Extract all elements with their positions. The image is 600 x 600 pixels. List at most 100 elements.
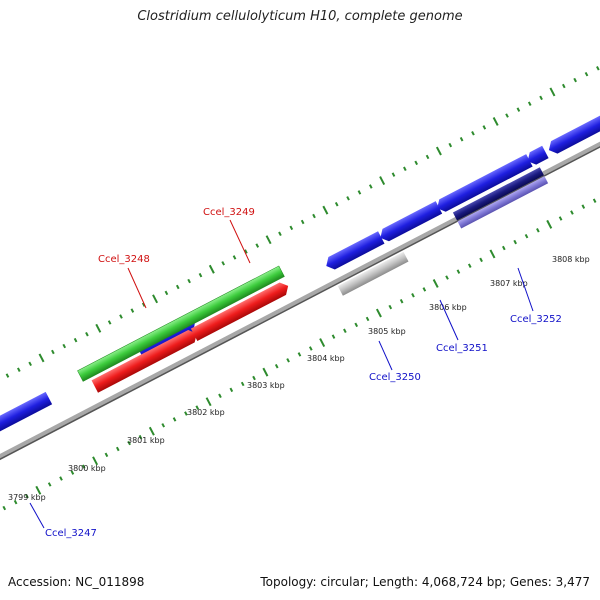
outer-tick-mark	[312, 213, 316, 219]
outer-tick-mark	[346, 196, 350, 201]
genome-summary: Topology: circular; Length: 4,068,724 bp…	[260, 575, 590, 589]
inner-tick-mark	[388, 304, 393, 310]
outer-tick-mark	[208, 264, 215, 274]
outer-tick-mark	[448, 142, 453, 148]
accession-info: Accession: NC_011898	[8, 575, 144, 589]
inner-tick-mark	[365, 316, 370, 322]
inner-tick-mark	[240, 381, 245, 387]
gene-label-ccel-3248[interactable]: Ccel_3248	[98, 254, 150, 265]
gene-feature-reverse[interactable]	[546, 111, 600, 157]
inner-tick-mark	[115, 446, 120, 452]
gene-label-ccel-3251[interactable]: Ccel_3251	[436, 343, 488, 354]
outer-tick-mark	[549, 87, 556, 97]
inner-tick-mark	[286, 358, 290, 363]
inner-tick-mark	[546, 219, 553, 229]
inner-tick-mark	[229, 387, 234, 393]
outer-tick-mark	[62, 343, 67, 349]
inner-tick-mark	[354, 322, 359, 328]
scale-label: 3803 kbp	[247, 381, 285, 390]
inner-tick-mark	[308, 346, 313, 351]
gene-label-leader	[378, 340, 393, 371]
outer-tick-ring	[5, 66, 600, 378]
outer-tick-mark	[322, 205, 329, 215]
outer-tick-mark	[221, 261, 225, 266]
gene-label-leader	[439, 299, 459, 341]
inner-tick-mark	[422, 287, 427, 292]
outer-tick-mark	[492, 117, 499, 126]
inner-tick-mark	[319, 338, 326, 348]
outer-tick-mark	[5, 373, 10, 378]
outer-tick-mark	[357, 190, 362, 195]
outer-tick-mark	[17, 367, 21, 372]
scale-label: 3805 kbp	[368, 327, 406, 336]
inner-tick-mark	[138, 434, 143, 440]
outer-tick-mark	[584, 71, 589, 77]
outer-tick-mark	[391, 172, 396, 177]
gene-feature-forward[interactable]	[0, 391, 53, 466]
gene-label-ccel-3247[interactable]: Ccel_3247	[45, 528, 97, 539]
genome-strand-group	[0, 66, 600, 511]
inner-tick-mark	[47, 482, 52, 487]
gene-feature-reverse[interactable]	[434, 154, 533, 214]
inner-tick-mark	[445, 275, 449, 280]
scale-label: 3799 kbp	[8, 493, 46, 502]
outer-tick-mark	[198, 272, 203, 278]
inner-tick-mark	[262, 367, 269, 377]
outer-tick-mark	[289, 225, 294, 231]
inner-tick-mark	[184, 411, 188, 416]
gene-label-ccel-3252[interactable]: Ccel_3252	[510, 314, 562, 325]
gene-feature-reverse[interactable]	[377, 201, 443, 244]
inner-tick-mark	[536, 228, 540, 233]
gene-feature-reverse[interactable]	[323, 231, 385, 272]
inner-tick-mark	[411, 293, 415, 298]
outer-tick-mark	[265, 235, 272, 245]
gene-label-ccel-3249[interactable]: Ccel_3249	[203, 207, 255, 218]
page-title: Clostridium cellulolyticum H10, complete…	[137, 9, 463, 24]
outer-tick-mark	[244, 249, 248, 254]
inner-tick-mark	[127, 440, 131, 446]
outer-tick-mark	[187, 278, 191, 284]
gene-feature-ccel-3250[interactable]	[337, 251, 409, 296]
outer-tick-mark	[482, 125, 487, 130]
outer-tick-mark	[119, 314, 123, 319]
inner-tick-mark	[2, 505, 7, 511]
gene-feature-ccel-3252-a[interactable]	[452, 167, 544, 221]
accession-label: Accession:	[8, 575, 72, 589]
scale-label: 3807 kbp	[490, 279, 528, 288]
outer-tick-mark	[73, 337, 78, 343]
inner-tick-mark	[148, 426, 155, 436]
inner-tick-mark	[92, 456, 99, 466]
inner-tick-mark	[274, 363, 279, 369]
outer-tick-mark	[596, 66, 600, 71]
outer-tick-mark	[573, 77, 577, 83]
inner-tick-mark	[205, 397, 212, 407]
inner-tick-mark	[570, 210, 574, 215]
gene-feature-ccel-3252-b[interactable]	[457, 176, 549, 229]
gene-label-leader	[29, 502, 45, 529]
gene-feature-ccel-3249[interactable]	[77, 265, 285, 382]
scale-label: 3801 kbp	[127, 436, 165, 445]
outer-tick-mark	[164, 290, 169, 296]
inner-tick-mark	[502, 245, 506, 251]
inner-tick-mark	[81, 464, 86, 469]
outer-tick-mark	[232, 255, 237, 260]
gene-feature-reverse[interactable]	[524, 145, 549, 168]
gene-feature-ccel-3248-a[interactable]	[91, 327, 200, 393]
scale-label: 3808 kbp	[552, 255, 590, 264]
outer-tick-mark	[175, 284, 180, 290]
outer-tick-mark	[527, 101, 532, 106]
outer-tick-mark	[403, 166, 407, 171]
gene-label-ccel-3250[interactable]: Ccel_3250	[369, 372, 421, 383]
outer-tick-mark	[414, 160, 419, 166]
outer-tick-mark	[95, 323, 102, 333]
inner-tick-mark	[13, 499, 18, 505]
outer-tick-mark	[107, 320, 112, 325]
outer-tick-mark	[130, 308, 135, 313]
inner-tick-mark	[399, 298, 404, 304]
outer-tick-mark	[28, 361, 32, 367]
gene-label-leader	[517, 267, 534, 312]
inner-tick-mark	[513, 239, 517, 245]
outer-tick-mark	[85, 332, 89, 337]
gene-feature-ccel-3248-b[interactable]	[190, 280, 291, 342]
inner-tick-mark	[432, 279, 439, 288]
